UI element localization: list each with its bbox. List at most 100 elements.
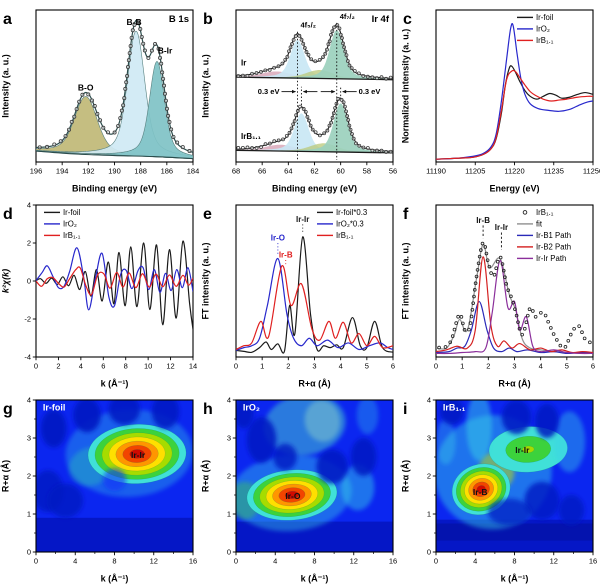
contour-level (522, 445, 535, 454)
data-point-marker (129, 35, 134, 40)
data-point-marker (342, 45, 347, 50)
data-point-marker (572, 326, 576, 331)
legend-label: fit (536, 220, 543, 229)
data-point-marker (325, 128, 330, 133)
data-point-marker (485, 258, 490, 262)
heatmap-blob (236, 400, 254, 429)
y-axis-label: R+α (Å) (401, 460, 411, 492)
data-point-marker (132, 22, 137, 27)
x-tick-label: 0 (34, 362, 38, 371)
legend-label: IrB₁.₁ (536, 36, 554, 45)
data-point-marker (291, 37, 296, 42)
data-point-marker (339, 97, 344, 102)
x-tick-label: 4 (539, 362, 543, 371)
legend-label: Ir-Ir Path (536, 254, 566, 263)
data-point-marker (254, 71, 259, 75)
data-point-marker (297, 33, 302, 38)
x-tick-label: 58 (363, 167, 371, 176)
line-plot (236, 236, 393, 354)
data-point-marker (476, 261, 481, 266)
y-tick-label: 0 (427, 548, 431, 557)
data-point-marker (546, 319, 550, 324)
x-tick-label: 60 (336, 167, 344, 176)
data-point-marker (551, 332, 556, 336)
data-point-marker (349, 66, 354, 71)
panel-b-chart: 68 66 64 62 60 58 56 Binding energy (eV) Intensi… (201, 9, 397, 194)
data-point-marker (138, 27, 143, 32)
x-axis-label: Binding energy (eV) (72, 184, 157, 194)
x-tick-label: 8 (112, 557, 116, 566)
data-point-marker (365, 74, 370, 79)
data-point-marker (454, 321, 458, 325)
data-point-marker (245, 145, 250, 150)
data-point-marker (72, 114, 77, 119)
data-point-marker (263, 142, 268, 147)
panel-c-chart: 11190 11205 11220 11235 11250 Energy (eV) Norm… (401, 9, 600, 194)
data-point-marker (98, 118, 103, 123)
data-point-marker (250, 146, 254, 150)
legend-label: Ir-B2 Path (536, 243, 571, 252)
data-point-marker (86, 92, 91, 97)
peak-label-B-B: B-B (127, 17, 142, 27)
x-tick-label: 1 (260, 362, 264, 371)
data-point-marker (459, 315, 464, 319)
data-point-marker (503, 275, 507, 280)
series-Ir-foil (36, 240, 193, 330)
series-Ir-foil (436, 65, 593, 160)
x-tick-label: 2 (286, 362, 290, 371)
baseline (236, 76, 393, 81)
data-point-marker (501, 268, 506, 273)
x-tick-label: 14 (189, 362, 197, 371)
x-axis-label: Binding energy (eV) (272, 184, 357, 194)
data-point-marker (298, 104, 302, 109)
data-point-marker (539, 311, 543, 315)
data-point-marker (259, 145, 263, 149)
x-tick-label: 16 (389, 557, 397, 566)
data-point-marker (163, 98, 168, 103)
data-point-marker (514, 313, 519, 318)
data-point-marker (473, 281, 478, 285)
contour-level (476, 485, 486, 494)
data-point-marker (549, 326, 553, 330)
y-axis-label: R+α (Å) (1, 460, 11, 492)
line-plot (436, 241, 593, 355)
data-point-marker (283, 57, 288, 62)
arrowhead (342, 89, 347, 94)
data-point-marker (555, 338, 559, 342)
x-tick-label: 184 (187, 167, 200, 176)
series-Ir-Ir Path (436, 259, 593, 355)
data-point-marker (348, 127, 353, 132)
data-point-marker (477, 254, 482, 259)
data-point-marker (370, 148, 375, 153)
x-tick-label: 192 (82, 167, 95, 176)
data-point-marker (180, 145, 185, 150)
data-point-marker (456, 314, 460, 319)
data-point-marker (158, 55, 163, 60)
data-point-marker (475, 268, 480, 272)
panel-b: 68 66 64 62 60 58 56 Binding energy (eV) Intensi… (200, 0, 400, 195)
data-point-marker (472, 294, 476, 299)
data-point-marker (506, 288, 510, 293)
data-point-marker (80, 92, 85, 97)
x-tick-label: 186 (161, 167, 174, 176)
panel-f: 0 1 2 3 4 5 6 R+α (Å) FT intensity (a. u.) f Ir-B I… (400, 195, 600, 390)
data-point-marker (156, 46, 161, 51)
series-Ir-foil*0.3 (236, 236, 393, 354)
panel-letter: e (203, 206, 212, 223)
y-tick-label: 0 (227, 548, 231, 557)
data-point-marker (287, 49, 291, 54)
data-point-marker (162, 83, 167, 88)
data-point-marker (520, 332, 524, 337)
envelope-0 (236, 24, 393, 80)
data-point-marker (384, 76, 389, 81)
panel-a: 196 194 192 190 188 186 184 Binding energy (eV)… (0, 0, 200, 195)
data-point-marker (272, 65, 277, 70)
y-tick-label: 0 (27, 548, 31, 557)
panel-tag: IrB₁.₁ (443, 403, 466, 413)
x-tick-label: 8 (512, 557, 516, 566)
data-point-marker (171, 134, 176, 139)
data-point-marker (365, 146, 370, 150)
data-point-marker (379, 148, 384, 153)
contour-level (284, 491, 299, 499)
data-point-marker (462, 328, 467, 332)
